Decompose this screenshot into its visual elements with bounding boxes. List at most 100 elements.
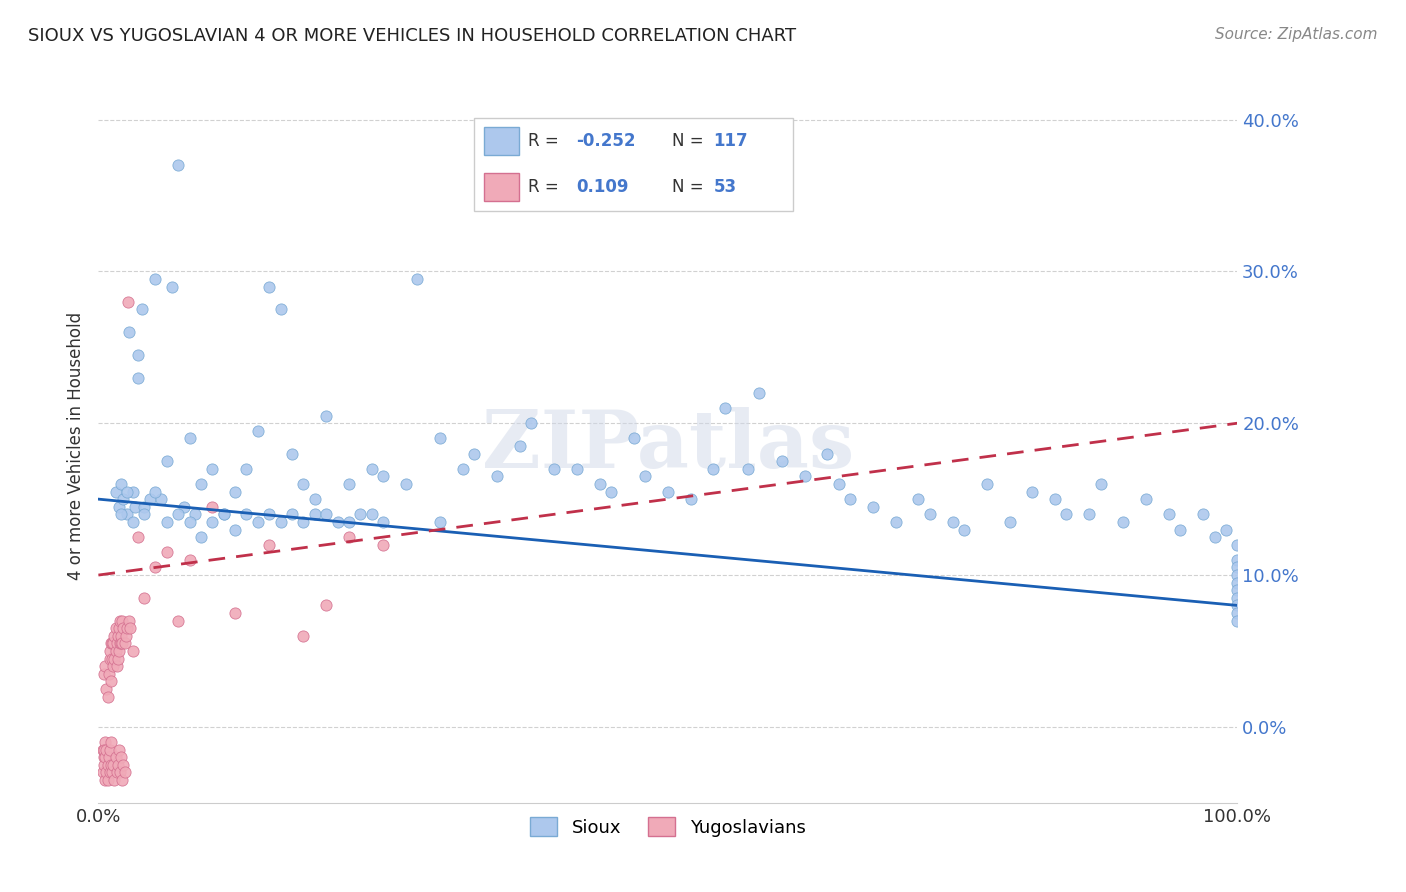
Point xyxy=(121,515,143,529)
Point xyxy=(1090,477,1112,491)
Point xyxy=(114,765,136,780)
Point xyxy=(246,424,269,438)
Point xyxy=(1226,560,1249,574)
Point xyxy=(167,158,190,172)
Point xyxy=(634,469,657,483)
Point xyxy=(107,757,129,772)
Point xyxy=(145,272,167,286)
Point xyxy=(1226,606,1249,620)
Point xyxy=(1226,583,1249,598)
Point xyxy=(1112,515,1135,529)
Point xyxy=(371,469,394,483)
Point xyxy=(520,416,543,430)
Point xyxy=(748,385,770,400)
Point xyxy=(395,477,418,491)
Point xyxy=(96,757,118,772)
Point xyxy=(100,674,122,689)
Point xyxy=(998,515,1021,529)
Point xyxy=(509,439,531,453)
Point xyxy=(132,508,155,522)
Point xyxy=(828,477,851,491)
Point xyxy=(105,765,128,780)
Point xyxy=(93,666,115,681)
Point xyxy=(103,659,125,673)
Point xyxy=(110,629,132,643)
Point xyxy=(292,515,315,529)
Y-axis label: 4 or more Vehicles in Household: 4 or more Vehicles in Household xyxy=(66,312,84,580)
Point xyxy=(103,651,125,665)
Point xyxy=(104,621,127,635)
Point xyxy=(600,484,623,499)
Point xyxy=(1226,599,1249,613)
Point xyxy=(121,484,143,499)
Point xyxy=(714,401,737,415)
Point xyxy=(156,515,179,529)
Point xyxy=(953,523,976,537)
Point xyxy=(1226,538,1249,552)
Point xyxy=(94,735,117,749)
Point xyxy=(623,431,645,445)
Point xyxy=(110,477,132,491)
Point xyxy=(107,651,129,665)
Point xyxy=(115,508,138,522)
Point xyxy=(127,370,149,384)
Point xyxy=(110,508,132,522)
Text: ZIPatlas: ZIPatlas xyxy=(482,407,853,485)
Point xyxy=(212,508,235,522)
Point xyxy=(565,462,588,476)
Point xyxy=(657,484,679,499)
Point xyxy=(100,735,122,749)
Point xyxy=(1226,614,1249,628)
Point xyxy=(132,500,155,514)
Point xyxy=(115,484,138,499)
Text: Source: ZipAtlas.com: Source: ZipAtlas.com xyxy=(1215,27,1378,42)
Point xyxy=(97,666,120,681)
Point xyxy=(118,325,141,339)
Point xyxy=(112,621,135,635)
Text: SIOUX VS YUGOSLAVIAN 4 OR MORE VEHICLES IN HOUSEHOLD CORRELATION CHART: SIOUX VS YUGOSLAVIAN 4 OR MORE VEHICLES … xyxy=(28,27,796,45)
Point xyxy=(179,553,201,567)
Point xyxy=(167,614,190,628)
Point xyxy=(101,765,124,780)
Point xyxy=(588,477,610,491)
Point xyxy=(138,492,160,507)
Point xyxy=(235,462,257,476)
Point xyxy=(1157,508,1180,522)
Point xyxy=(224,523,246,537)
Point xyxy=(281,447,304,461)
Point xyxy=(451,462,474,476)
Point xyxy=(94,772,117,787)
Point xyxy=(103,636,125,650)
Point xyxy=(108,614,131,628)
Point xyxy=(429,515,451,529)
Point xyxy=(100,757,122,772)
Point xyxy=(463,447,485,461)
Point xyxy=(976,477,998,491)
Point xyxy=(96,765,118,780)
Point xyxy=(108,621,131,635)
Point xyxy=(918,508,941,522)
Point xyxy=(360,462,382,476)
Point xyxy=(108,765,131,780)
Point xyxy=(162,279,184,293)
Point xyxy=(132,591,155,605)
Point xyxy=(117,294,139,309)
Point xyxy=(108,636,131,650)
Point xyxy=(91,742,114,756)
Point xyxy=(1135,492,1157,507)
Point xyxy=(118,614,141,628)
Point xyxy=(679,492,702,507)
Point xyxy=(179,431,201,445)
Point xyxy=(839,492,862,507)
Point xyxy=(292,629,315,643)
Point xyxy=(98,644,121,658)
Point xyxy=(93,742,115,756)
Point xyxy=(315,508,337,522)
Point xyxy=(96,772,118,787)
Point xyxy=(96,742,118,756)
Point xyxy=(371,538,394,552)
Point xyxy=(1170,523,1192,537)
Point xyxy=(702,462,724,476)
Point xyxy=(1043,492,1066,507)
Point xyxy=(486,469,509,483)
